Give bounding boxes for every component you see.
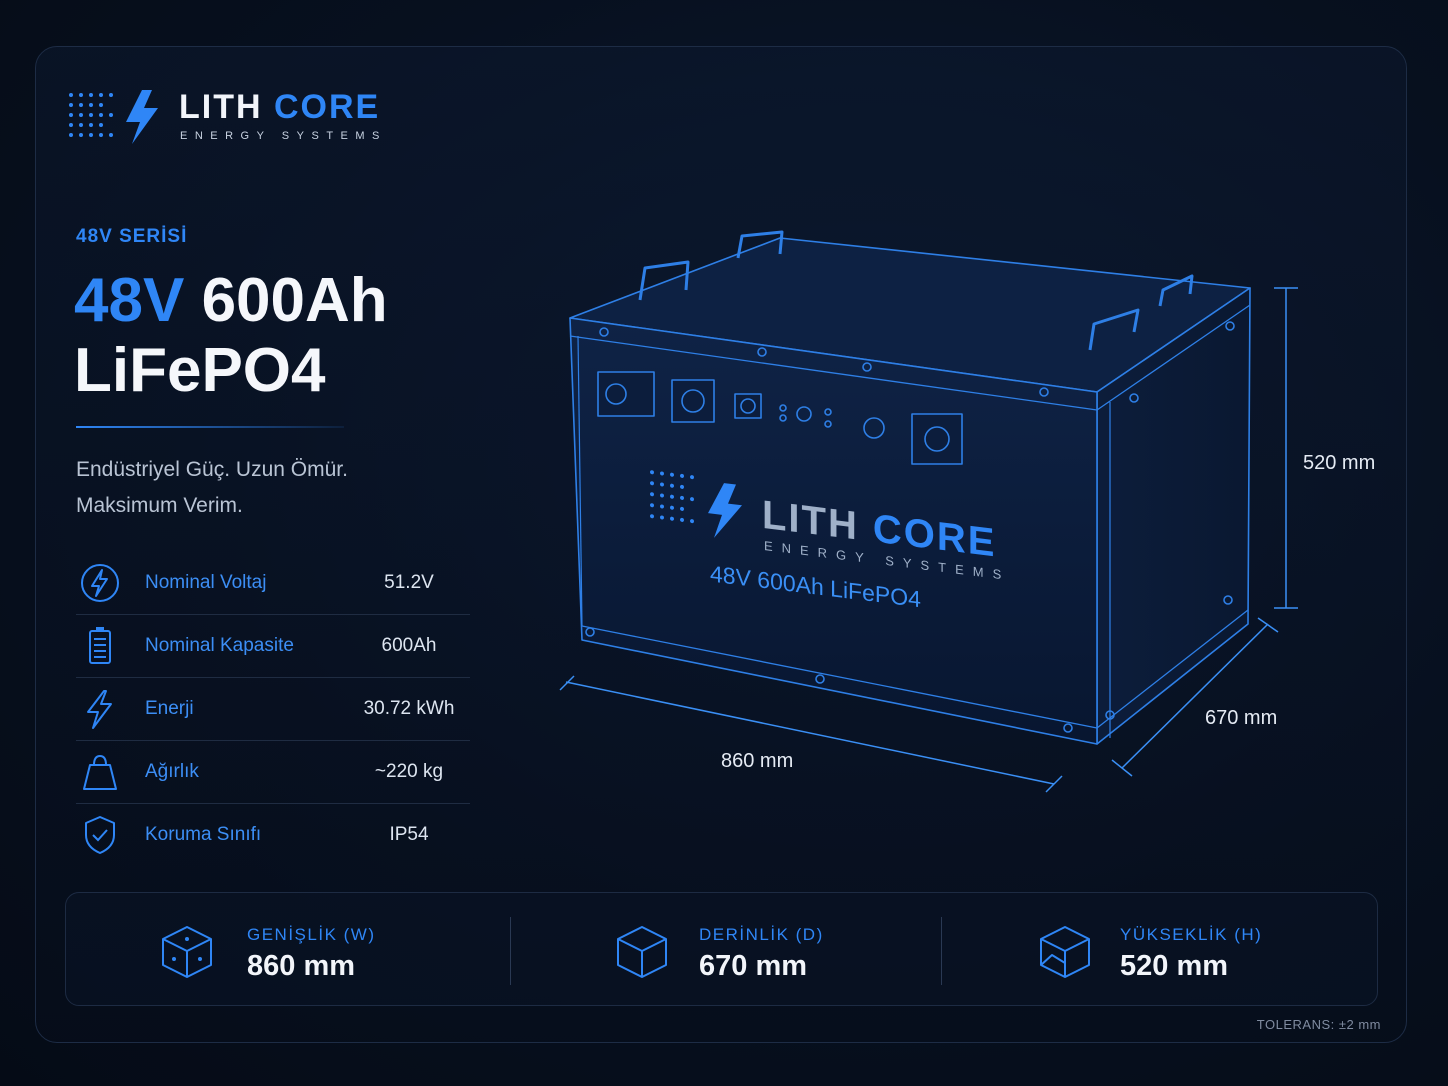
series-label: 48V SERİSİ xyxy=(76,226,188,247)
spec-row-voltage: Nominal Voltaj 51.2V xyxy=(76,552,470,615)
tagline: Endüstriyel Güç. Uzun Ömür. Maksimum Ver… xyxy=(76,458,348,517)
spec-row-capacity: Nominal Kapasite 600Ah xyxy=(76,615,470,678)
dimension-summary: GENİŞLİK (W) 860 mm DERİNLİK (D) 670 mm … xyxy=(65,892,1378,1006)
logo-dots-icon xyxy=(69,93,113,137)
depth-dimension-label: 670 mm xyxy=(1205,707,1278,729)
handle-right-back xyxy=(1158,274,1194,307)
brand-name: LITH CORE xyxy=(179,88,381,126)
dimension-depth: DERİNLİK (D) 670 mm xyxy=(511,893,941,1005)
tolerance-note: TOLERANS: ±2 mm xyxy=(1256,1017,1381,1032)
spec-list: Nominal Voltaj 51.2V Nominal Kapasite 60… xyxy=(76,552,470,866)
battery-logo-bolt-icon xyxy=(708,483,742,538)
dimension-height: YÜKSEKLİK (H) 520 mm xyxy=(942,893,1378,1005)
spec-row-weight: Ağırlık ~220 kg xyxy=(76,741,470,804)
width-dimension-label: 860 mm xyxy=(721,750,794,772)
shield-check-icon xyxy=(85,816,115,854)
cube-depth-icon xyxy=(617,926,667,978)
cube-height-icon xyxy=(1040,926,1090,978)
energy-bolt-icon xyxy=(87,690,112,729)
handle-left xyxy=(638,260,690,301)
brand-logo: LITH CORE ENERGY SYSTEMS xyxy=(68,88,408,148)
spec-row-protection: Koruma Sınıfı IP54 xyxy=(76,804,470,866)
battery-illustration: LITH CORE ENERGY SYSTEMS 48V 600Ah LiFePO… xyxy=(559,230,1298,793)
cube-width-icon xyxy=(162,926,212,978)
handle-center xyxy=(736,230,784,259)
voltage-icon xyxy=(81,564,119,602)
title-divider xyxy=(76,426,344,428)
handle-right-front xyxy=(1088,308,1140,351)
brand-subtitle: ENERGY SYSTEMS xyxy=(180,130,387,142)
weight-icon xyxy=(83,754,117,790)
dimension-separator xyxy=(510,917,511,985)
product-title: 48V 600Ah LiFePO4 xyxy=(74,266,388,405)
spec-row-energy: Enerji 30.72 kWh xyxy=(76,678,470,741)
logo-bolt-icon xyxy=(126,90,158,144)
dimension-separator xyxy=(941,917,942,985)
battery-front-face xyxy=(569,317,1098,745)
dimension-width: GENİŞLİK (W) 860 mm xyxy=(66,893,510,1005)
height-dimension-label: 520 mm xyxy=(1303,452,1376,474)
battery-capacity-icon xyxy=(89,627,111,664)
